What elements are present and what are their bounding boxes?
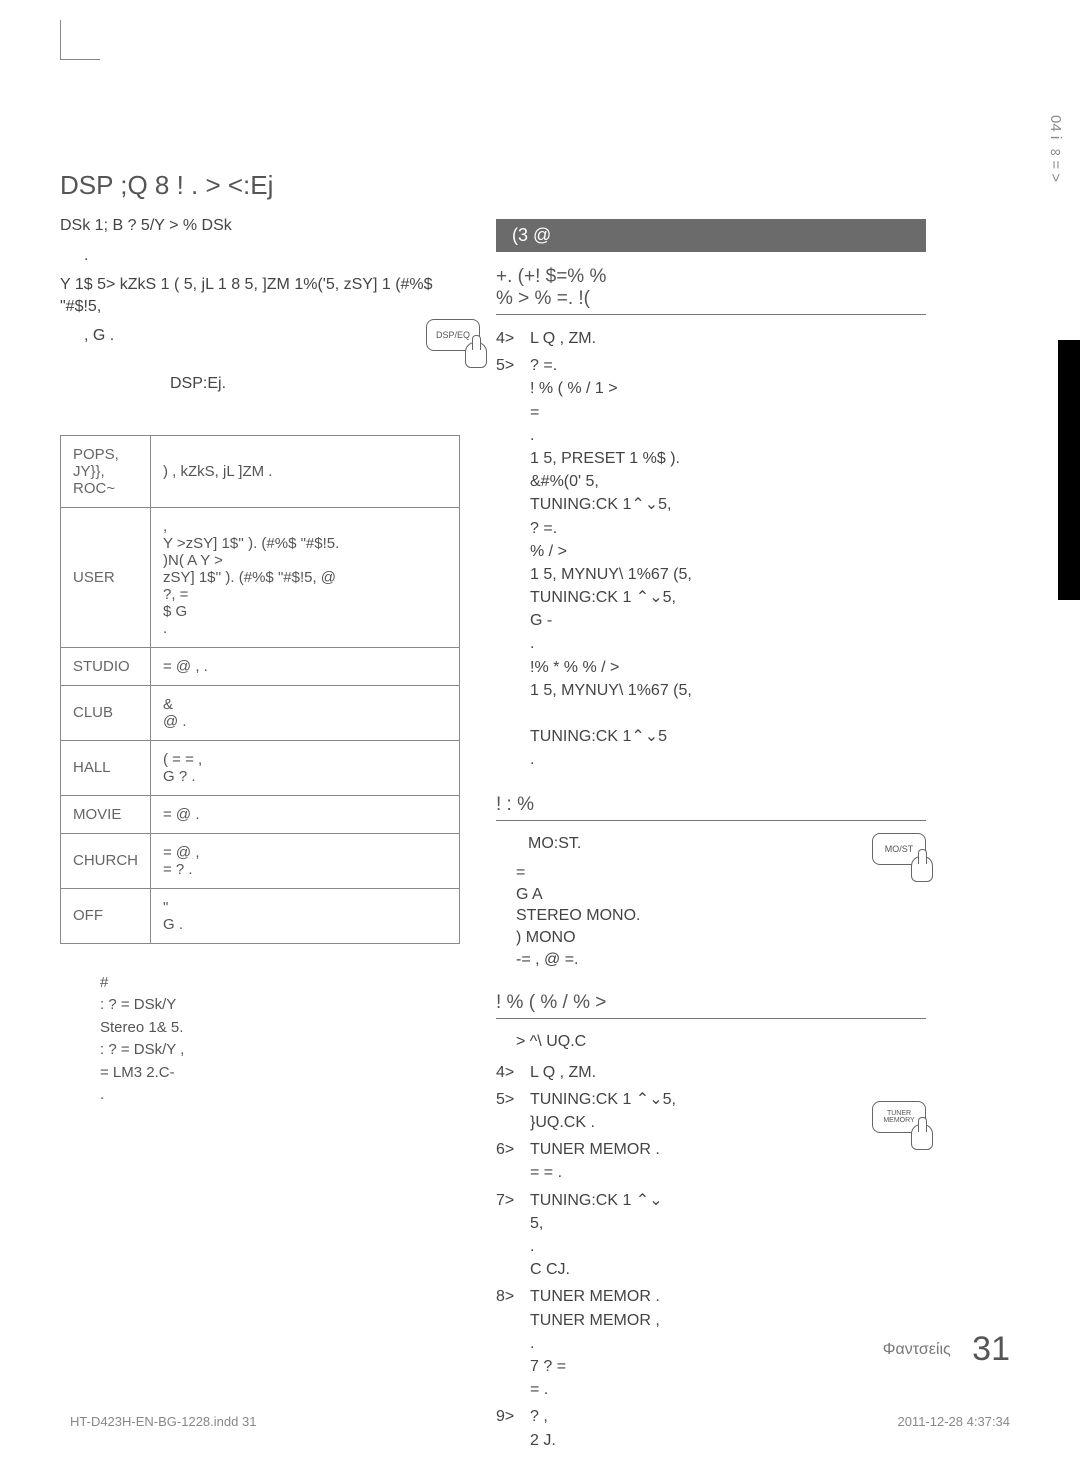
- left-p2: Y 1$ 5> kZkS 1 ( 5, jL 1 8 5, ]ZM 1%('5,…: [60, 274, 460, 317]
- dsp-eq-button-figure: DSP/EQ: [426, 319, 480, 351]
- cell-label: OFF: [61, 888, 151, 943]
- table-row: CLUB & @ .: [61, 685, 460, 740]
- right-column: (3 @ +. (+! $=% % % > % =. !( 4> L Q , Z…: [496, 215, 926, 1456]
- left-p1b: .: [84, 245, 460, 267]
- step-number: 4>: [496, 1061, 530, 1084]
- step-text: L Q , ZM.: [530, 1061, 862, 1084]
- left-p4: DSP:Ej.: [170, 373, 460, 395]
- left-column: DSk 1; B ? 5/Y > % DSk . Y 1$ 5> kZkS 1 …: [60, 215, 460, 1456]
- step-number: 5>: [496, 354, 530, 771]
- table-row: OFF " G .: [61, 888, 460, 943]
- dsp-eq-icon: DSP/EQ: [426, 319, 480, 351]
- step-number: 6>: [496, 1138, 530, 1184]
- cell-label: MOVIE: [61, 795, 151, 833]
- step-text: TUNER MEMOR . = = .: [530, 1138, 926, 1184]
- cell-label: USER: [61, 507, 151, 647]
- table-row: HALL ( = = , G ? .: [61, 740, 460, 795]
- monost-label: MO:ST.: [528, 833, 926, 855]
- cell-text: & @ .: [151, 685, 460, 740]
- most-button-figure: MO/ST: [872, 833, 926, 865]
- cell-text: , Y >zSY] 1$'' ). (#%$ "#$!5. )N( A Y > …: [151, 507, 460, 647]
- step-text: ? =. ! % ( % / 1 > = . 1 5, PRESET 1 %$ …: [530, 354, 926, 771]
- most-icon: MO/ST: [872, 833, 926, 865]
- finger-icon: [911, 1124, 933, 1150]
- cell-text: ) , kZkS, jL ]ZM .: [151, 435, 460, 507]
- step-text: TUNING:CK 1 ⌃⌄5, }UQ.CK .: [530, 1088, 862, 1134]
- cell-text: = @ , .: [151, 647, 460, 685]
- page-number-block: Φαντσείις 31: [883, 1330, 1010, 1369]
- cell-label: CHURCH: [61, 833, 151, 888]
- most-label: MO/ST: [885, 844, 914, 854]
- tuner-memory-button-figure: TUNER MEMORY: [872, 1101, 926, 1133]
- cell-text: ( = = , G ? .: [151, 740, 460, 795]
- finger-icon: [911, 856, 933, 882]
- cell-label: HALL: [61, 740, 151, 795]
- left-notes: # : ? = DSk/Y Stereo 1& 5. : ? = DSk/Y ,…: [100, 972, 460, 1107]
- cell-label: CLUB: [61, 685, 151, 740]
- footer-timestamp: 2011-12-28 4:37:34: [897, 1414, 1010, 1429]
- step-number: 9>: [496, 1405, 530, 1451]
- side-tab-text: 04 i ∞= >: [1032, 115, 1066, 182]
- step-number: 5>: [496, 1088, 530, 1134]
- preset-intro: > ^\ UQ.C: [516, 1031, 926, 1053]
- radio-section-bar: (3 @: [496, 219, 926, 252]
- sub-heading-1: +. (+! $=% % % > % =. !(: [496, 266, 926, 315]
- steps-list-3: 4> L Q , ZM. 5> TUNING:CK 1 ⌃⌄5, }UQ.CK …: [496, 1061, 926, 1452]
- steps-list-1: 4> L Q , ZM. 5> ? =. ! % ( % / 1 > = . 1…: [496, 327, 926, 772]
- step-text: L Q , ZM.: [530, 327, 926, 350]
- step-item: 9> ? , 2 J.: [496, 1405, 926, 1451]
- step-text: TUNING:CK 1 ⌃⌄ 5, . C CJ.: [530, 1189, 926, 1282]
- step-item: 7> TUNING:CK 1 ⌃⌄ 5, . C CJ.: [496, 1189, 926, 1282]
- cell-label: STUDIO: [61, 647, 151, 685]
- mono-text: = G A STEREO MONO. ) MONO -= , @ =.: [516, 862, 926, 970]
- tuner-memory-icon: TUNER MEMORY: [872, 1101, 926, 1133]
- footer-file: HT-D423H-EN-BG-1228.indd 31: [70, 1414, 256, 1429]
- side-tab-black: [1058, 340, 1080, 600]
- crop-mark: [60, 20, 100, 60]
- table-row: POPS, JY}}, ROC~ ) , kZkS, jL ]ZM .: [61, 435, 460, 507]
- page-number: 31: [972, 1330, 1010, 1368]
- dsp-modes-table: POPS, JY}}, ROC~ ) , kZkS, jL ]ZM . USER…: [60, 435, 460, 944]
- step-item: 5> TUNING:CK 1 ⌃⌄5, }UQ.CK .: [496, 1088, 862, 1134]
- sub-heading-2: ! : %: [496, 794, 926, 821]
- cell-label: POPS, JY}}, ROC~: [61, 435, 151, 507]
- page-title: DSP ;Q 8 ! . > <:Ej: [60, 170, 1020, 201]
- table-row: STUDIO = @ , .: [61, 647, 460, 685]
- step-item: 5> ? =. ! % ( % / 1 > = . 1 5, PRESET 1 …: [496, 354, 926, 771]
- finger-icon: [465, 342, 487, 368]
- dsp-eq-label: DSP/EQ: [436, 330, 470, 340]
- page-number-label: Φαντσείις: [883, 1341, 951, 1358]
- step-item: 6> TUNER MEMOR . = = .: [496, 1138, 926, 1184]
- step-item: 4> L Q , ZM.: [496, 327, 926, 350]
- table-row: USER , Y >zSY] 1$'' ). (#%$ "#$!5. )N( A…: [61, 507, 460, 647]
- left-p1: DSk 1; B ? 5/Y > % DSk: [60, 215, 460, 237]
- table-row: CHURCH = @ , = ? .: [61, 833, 460, 888]
- left-p3: , G .: [84, 325, 114, 347]
- table-row: MOVIE = @ .: [61, 795, 460, 833]
- sub-heading-3: ! % ( % / % >: [496, 992, 926, 1019]
- cell-text: = @ , = ? .: [151, 833, 460, 888]
- step-number: 8>: [496, 1285, 530, 1401]
- step-number: 4>: [496, 327, 530, 350]
- step-number: 7>: [496, 1189, 530, 1282]
- step-item: 8> TUNER MEMOR . TUNER MEMOR , . 7 ? = =…: [496, 1285, 926, 1401]
- step-text: TUNER MEMOR . TUNER MEMOR , . 7 ? = = .: [530, 1285, 926, 1401]
- cell-text: " G .: [151, 888, 460, 943]
- cell-text: = @ .: [151, 795, 460, 833]
- step-text: ? , 2 J.: [530, 1405, 926, 1451]
- step-item: 4> L Q , ZM.: [496, 1061, 862, 1084]
